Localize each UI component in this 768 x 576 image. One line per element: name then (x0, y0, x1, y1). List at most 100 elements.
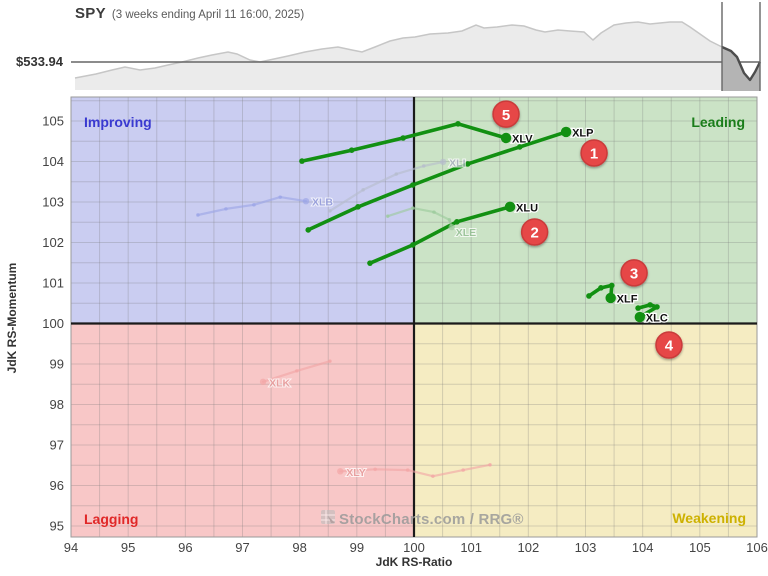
sparkline-outline (74, 21, 761, 82)
tail-label-XLI: XLI (449, 157, 465, 169)
y-tick-101: 101 (42, 276, 64, 291)
tail-dot (405, 468, 410, 472)
watermark: StockCharts.com / RRG® (321, 510, 523, 528)
badge-5: 5 (492, 100, 520, 128)
chart-header: SPY (3 weeks ending April 11 16:00, 2025… (75, 5, 304, 22)
x-tick-101: 101 (460, 540, 482, 555)
quadrant-label-improving: Improving (84, 114, 152, 130)
tail-head-dot (500, 132, 512, 144)
x-axis-title: JdK RS-Ratio (376, 555, 453, 569)
y-tick-100: 100 (42, 316, 64, 331)
y-tick-102: 102 (42, 235, 64, 250)
tail-head-dot (504, 201, 516, 213)
y-tick-99: 99 (50, 357, 64, 372)
selection-price-line (721, 45, 762, 82)
tail-dot (252, 203, 256, 207)
x-tick-105: 105 (689, 540, 711, 555)
stockcharts-logo-icon (321, 510, 335, 524)
tail-dot (488, 463, 492, 467)
tail-dot (447, 218, 452, 222)
badge-number: 5 (502, 107, 510, 124)
y-tick-104: 104 (42, 154, 64, 169)
badge-circle (492, 100, 520, 128)
tail-dot (328, 209, 332, 213)
quadrant-improving (71, 97, 415, 324)
tail-dot (461, 468, 465, 472)
tail-label-XLY: XLY (346, 467, 365, 479)
tail-XLV[interactable]: XLV (299, 121, 535, 164)
price-label: $533.94 (16, 54, 64, 69)
badge-2: 2 (520, 218, 549, 246)
tail-dot (411, 206, 415, 210)
tail-dot (348, 147, 355, 153)
tail-XLI[interactable]: XLI (328, 156, 467, 213)
tail-XLE[interactable]: XLE (385, 206, 477, 240)
tail-head-dot (439, 158, 447, 166)
badge-number: 2 (530, 225, 538, 242)
badge-number: 4 (665, 338, 674, 355)
badge-3: 3 (620, 259, 648, 287)
tail-dot (410, 242, 416, 248)
quadrant-leading (414, 97, 757, 324)
tail-label-XLE: XLE (456, 227, 476, 239)
x-tick-98: 98 (292, 540, 306, 555)
tail-dot (394, 172, 399, 176)
tail-dot (598, 285, 604, 291)
x-tick-102: 102 (517, 540, 539, 555)
tail-XLC[interactable]: XLC (634, 302, 669, 326)
badge-circle (620, 259, 648, 287)
tail-head-dot (605, 292, 616, 304)
tail-line (636, 303, 659, 319)
tail-dot (516, 144, 523, 150)
tail-head-dot (634, 311, 646, 323)
tail-XLP[interactable]: XLP (305, 126, 595, 233)
tail-XLF[interactable]: XLF (586, 282, 639, 307)
tail-line (368, 205, 512, 265)
badge-circle (520, 218, 549, 246)
tail-label-XLC: XLC (646, 313, 668, 325)
price-sparkline (71, 2, 762, 91)
badge-number: 3 (630, 266, 638, 283)
tail-head-dot (560, 126, 572, 138)
tail-head-dot (448, 223, 455, 231)
tail-label-XLF: XLF (617, 293, 638, 305)
quadrant-lagging (71, 323, 415, 537)
tail-dot (278, 195, 283, 199)
tail-dot (454, 219, 460, 225)
symbol-title: SPY (75, 5, 106, 22)
quadrant-label-lagging: Lagging (84, 511, 138, 527)
tail-dot (400, 135, 406, 141)
tail-dot (608, 282, 615, 289)
x-tick-97: 97 (235, 540, 249, 555)
tail-head-dot (259, 378, 267, 386)
tail-dot (328, 359, 332, 363)
tail-XLY[interactable]: XLY (337, 463, 492, 480)
badge-number: 1 (590, 146, 598, 163)
tail-label-XLP: XLP (572, 127, 593, 139)
y-tick-105: 105 (42, 114, 64, 129)
tail-head-dot (337, 468, 344, 475)
chart-subtitle: (3 weeks ending April 11 16:00, 2025) (111, 9, 305, 21)
tail-line (587, 283, 614, 300)
badge-4: 4 (655, 331, 683, 359)
annotation-badges: 1 2 3 4 5 (492, 100, 683, 359)
sector-tails: XLV XLP XLU XLF XLC XLB XLI XLE XLK XLY (196, 121, 669, 480)
quadrant-backgrounds (71, 97, 757, 537)
tail-dot (196, 213, 200, 217)
axis-ticks: 94 95 96 97 98 99 100 101 102 103 104 105 1069596979… (42, 114, 768, 556)
tail-XLU[interactable]: XLU (367, 201, 539, 266)
x-tick-103: 103 (575, 540, 597, 555)
quadrant-label-leading: Leading (691, 114, 745, 130)
tail-dot (367, 260, 373, 266)
tail-line (306, 130, 568, 232)
tail-dot (373, 467, 377, 472)
tail-XLK[interactable]: XLK (259, 359, 332, 390)
tail-XLB[interactable]: XLB (196, 195, 334, 217)
sparkline-area (75, 22, 760, 90)
tail-dot (295, 369, 299, 373)
x-tick-100: 100 (403, 540, 425, 555)
tail-dot (431, 474, 435, 478)
quadrant-label-weakening: Weakening (672, 510, 746, 526)
